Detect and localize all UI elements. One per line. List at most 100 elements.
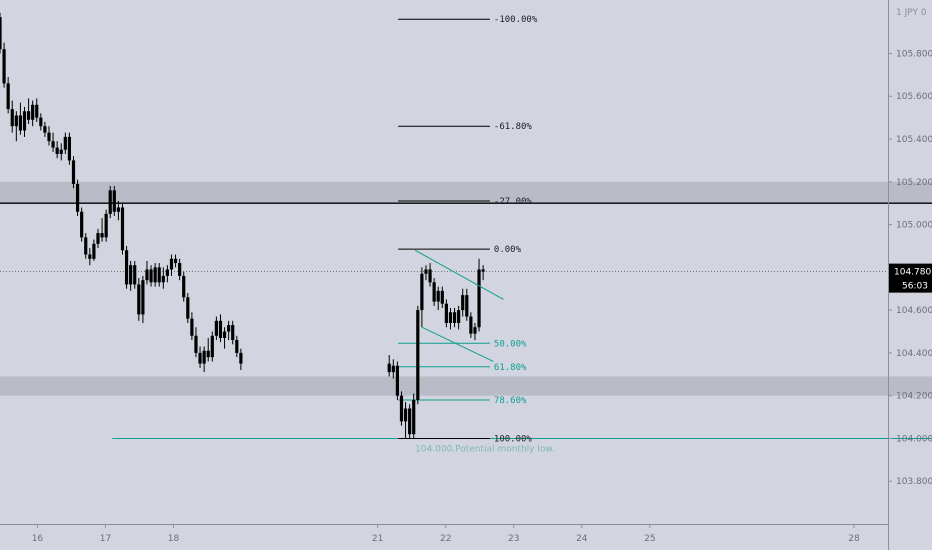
y-tick-label: 104.400 bbox=[896, 349, 932, 359]
y-tick-label: 105.600 bbox=[896, 92, 932, 102]
candle-body bbox=[395, 365, 399, 396]
candle-body bbox=[469, 316, 473, 334]
candle-body bbox=[153, 267, 157, 283]
bar-countdown: 56:03 bbox=[902, 282, 928, 292]
channel-line bbox=[421, 326, 494, 362]
candle bbox=[161, 267, 165, 289]
candle-body bbox=[440, 290, 444, 304]
fib-level-label: 100.00% bbox=[494, 434, 533, 444]
candle bbox=[387, 355, 391, 377]
candle-body bbox=[51, 141, 55, 148]
candle bbox=[202, 346, 206, 373]
candle bbox=[75, 179, 80, 217]
candle-body bbox=[186, 297, 190, 319]
candle-body bbox=[178, 263, 182, 276]
channel-line bbox=[414, 249, 504, 300]
candle-body bbox=[227, 325, 231, 332]
candle bbox=[55, 141, 59, 159]
candle bbox=[96, 228, 100, 249]
candle-body bbox=[112, 190, 116, 212]
candle bbox=[59, 143, 63, 161]
candle bbox=[424, 265, 428, 281]
candle-body bbox=[165, 269, 169, 276]
candle bbox=[416, 305, 420, 405]
candle bbox=[452, 307, 457, 328]
candle bbox=[461, 288, 465, 317]
candle bbox=[0, 12, 2, 54]
candle-body bbox=[149, 269, 153, 283]
candle bbox=[133, 260, 137, 289]
candle bbox=[210, 331, 214, 362]
candle bbox=[428, 263, 432, 287]
candle-body bbox=[0, 17, 2, 50]
candle bbox=[408, 404, 412, 439]
candle-body bbox=[387, 363, 391, 373]
candle bbox=[165, 265, 169, 283]
candle-body bbox=[444, 303, 448, 323]
candle bbox=[31, 100, 35, 127]
candle-body bbox=[47, 132, 51, 142]
candle bbox=[80, 207, 84, 242]
candle bbox=[481, 265, 485, 281]
candle bbox=[14, 111, 18, 142]
y-tick-label: 104.200 bbox=[896, 392, 932, 402]
candle bbox=[218, 314, 223, 343]
candle-body bbox=[399, 395, 404, 422]
candle bbox=[63, 132, 67, 154]
candle-body bbox=[403, 408, 408, 422]
candle bbox=[112, 186, 116, 217]
candle-body bbox=[108, 190, 112, 214]
candle-body bbox=[477, 269, 481, 328]
fib-level-label: 61.80% bbox=[494, 363, 527, 373]
candle bbox=[153, 263, 157, 287]
candle-body bbox=[75, 183, 80, 212]
candle bbox=[436, 286, 440, 311]
candle bbox=[100, 218, 104, 242]
candle-body bbox=[129, 265, 133, 285]
current-price-tag: 104.780 56:03 bbox=[889, 263, 932, 293]
x-tick-label: 16 bbox=[32, 534, 44, 544]
candle bbox=[129, 260, 133, 291]
candle bbox=[6, 76, 10, 114]
candle-body bbox=[481, 269, 485, 272]
candle bbox=[35, 98, 39, 122]
candle-body bbox=[124, 250, 129, 285]
candle bbox=[399, 391, 404, 426]
candle-body bbox=[198, 352, 202, 364]
current-price-tag-bg bbox=[889, 263, 932, 293]
candle bbox=[84, 233, 88, 259]
candle-body bbox=[84, 237, 88, 255]
candle bbox=[173, 254, 178, 268]
candle bbox=[92, 239, 96, 261]
candle bbox=[145, 260, 149, 285]
candle bbox=[67, 132, 72, 165]
candle-body bbox=[428, 269, 432, 283]
candle-body bbox=[10, 109, 14, 127]
candle-body bbox=[408, 408, 412, 435]
candle-body bbox=[26, 111, 31, 120]
candle bbox=[457, 305, 461, 330]
candle-body bbox=[161, 275, 165, 283]
candle-body bbox=[182, 275, 186, 298]
candle-body bbox=[116, 207, 120, 212]
x-tick-label: 25 bbox=[644, 534, 655, 544]
candle-body bbox=[210, 335, 214, 358]
candle bbox=[235, 335, 239, 358]
candle-body bbox=[457, 310, 461, 323]
fib-level-label: -100.00% bbox=[494, 15, 538, 25]
candle-body bbox=[222, 331, 227, 338]
candle-body bbox=[235, 340, 239, 353]
candle bbox=[116, 201, 120, 221]
candle bbox=[190, 312, 194, 341]
candle-body bbox=[436, 290, 440, 302]
candle bbox=[395, 361, 399, 400]
candle-body bbox=[190, 318, 194, 336]
current-price-value: 104.780 bbox=[894, 268, 931, 278]
candle bbox=[420, 267, 424, 328]
candle-body bbox=[31, 104, 35, 120]
support-resistance-zone bbox=[0, 181, 932, 204]
candle-body bbox=[14, 115, 18, 127]
candle-body bbox=[120, 207, 125, 251]
